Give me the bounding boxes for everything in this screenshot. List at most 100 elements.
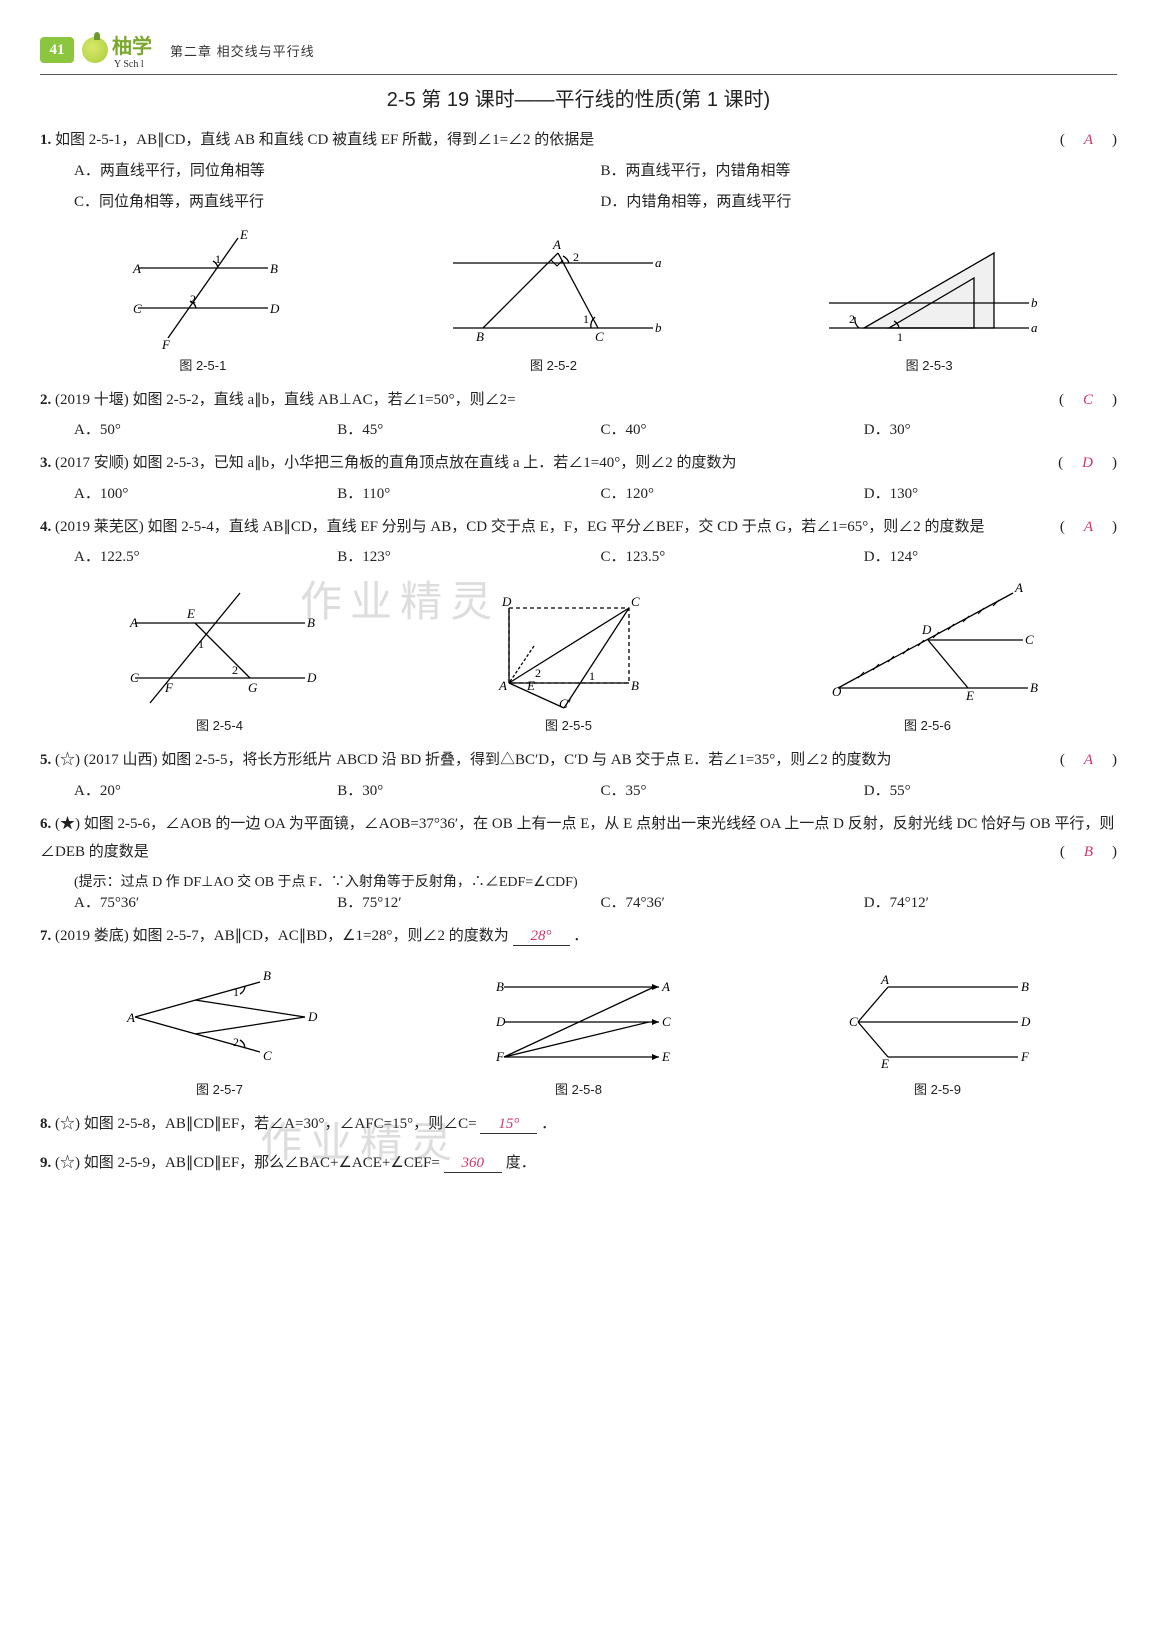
svg-text:E: E [965, 688, 974, 703]
figure-2-5-7: A B C D 1 2 图 2-5-7 [115, 962, 325, 1098]
q2-answer-paren: ( C ) [1059, 386, 1117, 415]
q2-num: 2. [40, 392, 51, 408]
q8-text-a: 如图 2-5-8，AB∥CD∥EF，若∠A=30°，∠AFC=15°，则∠C= [84, 1116, 477, 1132]
figure-2-5-6: O A B D C E 图 2-5-6 [818, 578, 1038, 734]
q4-opt-b: B．123° [337, 545, 590, 566]
svg-text:D: D [921, 622, 932, 637]
svg-text:C: C [849, 1014, 858, 1029]
svg-text:F: F [1020, 1049, 1030, 1064]
q2-opt-a: A．50° [74, 418, 327, 439]
q1-num: 1. [40, 132, 51, 148]
fig-cap-8: 图 2-5-8 [474, 1079, 684, 1098]
svg-text:A: A [1014, 580, 1023, 595]
q1-opt-b: B．两直线平行，内错角相等 [601, 159, 1118, 180]
svg-text:1: 1 [198, 637, 204, 651]
q2-opt-b: B．45° [337, 418, 590, 439]
svg-text:2: 2 [233, 1035, 239, 1049]
q5-opt-a: A．20° [74, 779, 327, 800]
q3-opt-d: D．130° [864, 482, 1117, 503]
svg-text:E: E [239, 227, 248, 242]
svg-text:C: C [1025, 632, 1034, 647]
svg-text:1: 1 [233, 985, 239, 999]
q5-star: (☆) [55, 752, 80, 768]
fig-cap-2: 图 2-5-2 [443, 355, 663, 374]
q3-opt-a: A．100° [74, 482, 327, 503]
fig-cap-3: 图 2-5-3 [819, 355, 1039, 374]
svg-text:G: G [248, 680, 258, 695]
q3-text: 如图 2-5-3，已知 a∥b，小华把三角板的直角顶点放在直线 a 上．若∠1=… [133, 455, 737, 471]
svg-text:B: B [1030, 680, 1038, 695]
svg-text:C: C [595, 329, 604, 344]
svg-text:A: A [880, 972, 889, 987]
q3-opt-c: C．120° [601, 482, 854, 503]
svg-text:E: E [880, 1056, 889, 1071]
q6-answer-paren: ( B ) [1060, 838, 1117, 867]
fruit-icon [82, 37, 108, 63]
q5-answer: A [1080, 752, 1097, 768]
svg-text:2: 2 [535, 666, 541, 680]
q3-answer-paren: ( D ) [1058, 449, 1117, 478]
q2-options: A．50° B．45° C．40° D．30° [74, 418, 1117, 439]
fig-cap-4: 图 2-5-4 [120, 715, 320, 734]
figure-2-5-2: a b A B C 2 1 图 2-5-2 [443, 223, 663, 374]
q5-src: (2017 山西) [84, 752, 158, 768]
svg-text:C: C [662, 1014, 671, 1029]
svg-text:b: b [655, 320, 662, 335]
q2-answer: C [1079, 392, 1097, 408]
q2-src: (2019 十堰) [55, 392, 129, 408]
question-9: 9. (☆) 如图 2-5-9，AB∥CD∥EF，那么∠BAC+∠ACE+∠CE… [40, 1149, 1117, 1178]
q4-text: 如图 2-5-4，直线 AB∥CD，直线 EF 分别与 AB，CD 交于点 E，… [148, 519, 985, 535]
watermark-1: 作业精灵 [300, 568, 500, 629]
q6-opt-c: C．74°36′ [601, 891, 854, 912]
q8-answer: 15° [480, 1116, 537, 1134]
question-4: 4. (2019 莱芜区) 如图 2-5-4，直线 AB∥CD，直线 EF 分别… [40, 513, 1117, 542]
svg-text:F: F [161, 337, 171, 352]
page-title: 2-5 第 19 课时——平行线的性质(第 1 课时) [40, 83, 1117, 112]
q3-answer: D [1078, 455, 1097, 471]
q3-num: 3. [40, 455, 51, 471]
chapter-label: 第二章 相交线与平行线 [170, 41, 315, 60]
svg-text:b: b [1031, 295, 1038, 310]
q7-text-b: ． [573, 928, 588, 944]
figure-2-5-8: B A D C F E 图 2-5-8 [474, 962, 684, 1098]
svg-text:B: B [631, 678, 639, 693]
q5-opt-c: C．35° [601, 779, 854, 800]
svg-text:C: C [130, 670, 139, 685]
q4-opt-c: C．123.5° [601, 545, 854, 566]
logo-subtext: Y Sch l [114, 59, 152, 70]
fig-cap-5: 图 2-5-5 [479, 715, 659, 734]
q7-num: 7. [40, 928, 51, 944]
q1-opt-d: D．内错角相等，两直线平行 [601, 190, 1118, 211]
q6-star: (★) [55, 816, 80, 832]
q4-num: 4. [40, 519, 51, 535]
q3-src: (2017 安顺) [55, 455, 129, 471]
fig-cap-7: 图 2-5-7 [115, 1079, 325, 1098]
question-1: 1. 如图 2-5-1，AB∥CD，直线 AB 和直线 CD 被直线 EF 所截… [40, 126, 1117, 155]
svg-text:B: B [476, 329, 484, 344]
q1-answer: A [1080, 132, 1097, 148]
svg-text:D: D [306, 670, 317, 685]
question-2: 2. (2019 十堰) 如图 2-5-2，直线 a∥b，直线 AB⊥AC，若∠… [40, 386, 1117, 415]
q3-options: A．100° B．110° C．120° D．130° [74, 482, 1117, 503]
q9-star: (☆) [55, 1155, 80, 1171]
q9-answer: 360 [444, 1155, 503, 1173]
svg-text:2: 2 [190, 292, 196, 306]
q5-answer-paren: ( A ) [1060, 746, 1117, 775]
svg-text:D: D [269, 301, 280, 316]
svg-text:C: C [263, 1048, 272, 1063]
fig-cap-1: 图 2-5-1 [118, 355, 288, 374]
figure-2-5-9: A B C D E F 图 2-5-9 [833, 962, 1043, 1098]
q5-options: A．20° B．30° C．35° D．55° [74, 779, 1117, 800]
q9-text-b: 度． [506, 1155, 536, 1171]
svg-text:O: O [832, 684, 842, 699]
q6-opt-a: A．75°36′ [74, 891, 327, 912]
svg-text:1: 1 [589, 669, 595, 683]
svg-text:A: A [132, 261, 141, 276]
svg-text:A: A [126, 1010, 135, 1025]
svg-text:E: E [526, 678, 535, 693]
svg-text:B: B [270, 261, 278, 276]
figure-2-5-3: b a 2 1 图 2-5-3 [819, 223, 1039, 374]
svg-text:1: 1 [897, 330, 903, 344]
q6-answer: B [1080, 844, 1097, 860]
svg-text:A: A [498, 678, 507, 693]
